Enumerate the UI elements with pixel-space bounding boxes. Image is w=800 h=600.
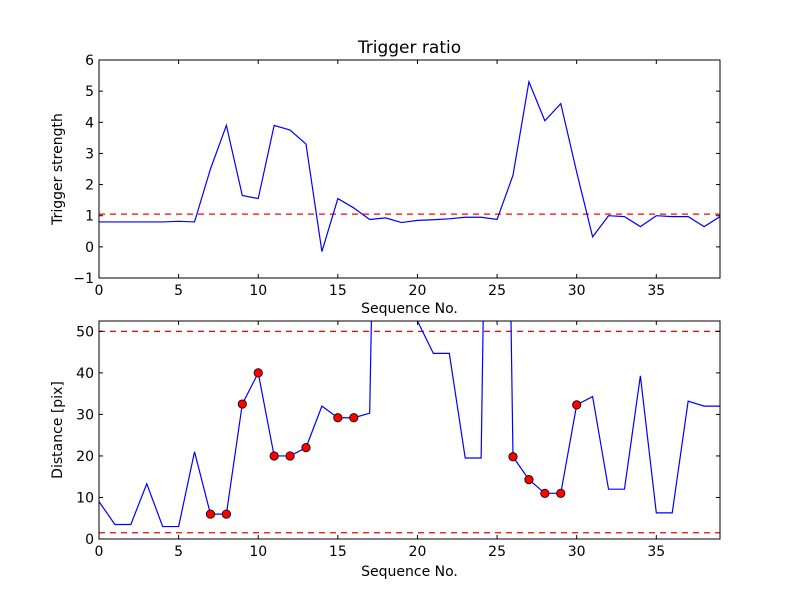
chart-title: Trigger ratio (357, 38, 461, 58)
y-tick-label: 2 (85, 178, 94, 194)
x-tick-label: 35 (647, 544, 665, 560)
y-tick-label: 10 (76, 490, 94, 506)
y-tick-label: −1 (73, 271, 94, 287)
plot-frame (98, 320, 721, 540)
data-marker (524, 475, 534, 485)
x-tick-label: 15 (329, 283, 347, 299)
data-marker (237, 399, 247, 409)
x-tick-label: 15 (329, 544, 347, 560)
y-tick-label: 1 (85, 209, 94, 225)
x-tick-label: 35 (647, 283, 665, 299)
x-tick-label: 0 (95, 283, 104, 299)
data-marker (301, 443, 311, 453)
data-marker (333, 413, 343, 423)
y-tick-label: 20 (76, 449, 94, 465)
plot-area-background (99, 321, 720, 539)
y-tick-label: 0 (85, 240, 94, 256)
plot-frame (98, 59, 721, 279)
x-tick-label: 0 (95, 544, 104, 560)
y-tick-label: 6 (85, 53, 94, 69)
data-marker (572, 400, 582, 410)
x-tick-label: 20 (409, 283, 427, 299)
data-marker (269, 451, 279, 461)
series-line (99, 79, 720, 252)
x-axis-label: Sequence No. (361, 301, 458, 317)
x-tick-label: 25 (488, 544, 506, 560)
data-marker (221, 509, 231, 519)
data-marker (253, 368, 263, 378)
y-tick-label: 40 (76, 366, 94, 382)
y-tick-label: 30 (76, 407, 94, 423)
y-axis-label: Trigger strength (50, 113, 66, 226)
y-tick-label: 50 (76, 324, 94, 340)
data-marker (556, 488, 566, 498)
distance-panel: 0 5 10 15 20 25 30 35 0 10 20 30 40 50 Sequence No. D… (50, 320, 721, 580)
x-tick-label: 30 (568, 283, 586, 299)
data-marker (540, 488, 550, 498)
data-marker (508, 452, 518, 462)
x-tick-label: 30 (568, 544, 586, 560)
plot-area-background (99, 60, 720, 278)
data-marker (285, 451, 295, 461)
y-tick-label: 3 (85, 146, 94, 162)
series-line (99, 321, 720, 528)
x-tick-label: 5 (174, 283, 183, 299)
x-tick-label: 20 (409, 544, 427, 560)
y-tick-label: 4 (85, 115, 94, 131)
x-tick-label: 10 (249, 283, 267, 299)
y-tick-label: 5 (85, 84, 94, 100)
x-tick-label: 25 (488, 283, 506, 299)
x-tick-label: 5 (174, 544, 183, 560)
data-marker (349, 413, 359, 423)
x-tick-label: 10 (249, 544, 267, 560)
y-tick-label: 0 (85, 532, 94, 548)
x-axis-label: Sequence No. (361, 564, 458, 580)
y-axis-label: Distance [pix] (50, 381, 66, 479)
data-marker (205, 509, 216, 519)
